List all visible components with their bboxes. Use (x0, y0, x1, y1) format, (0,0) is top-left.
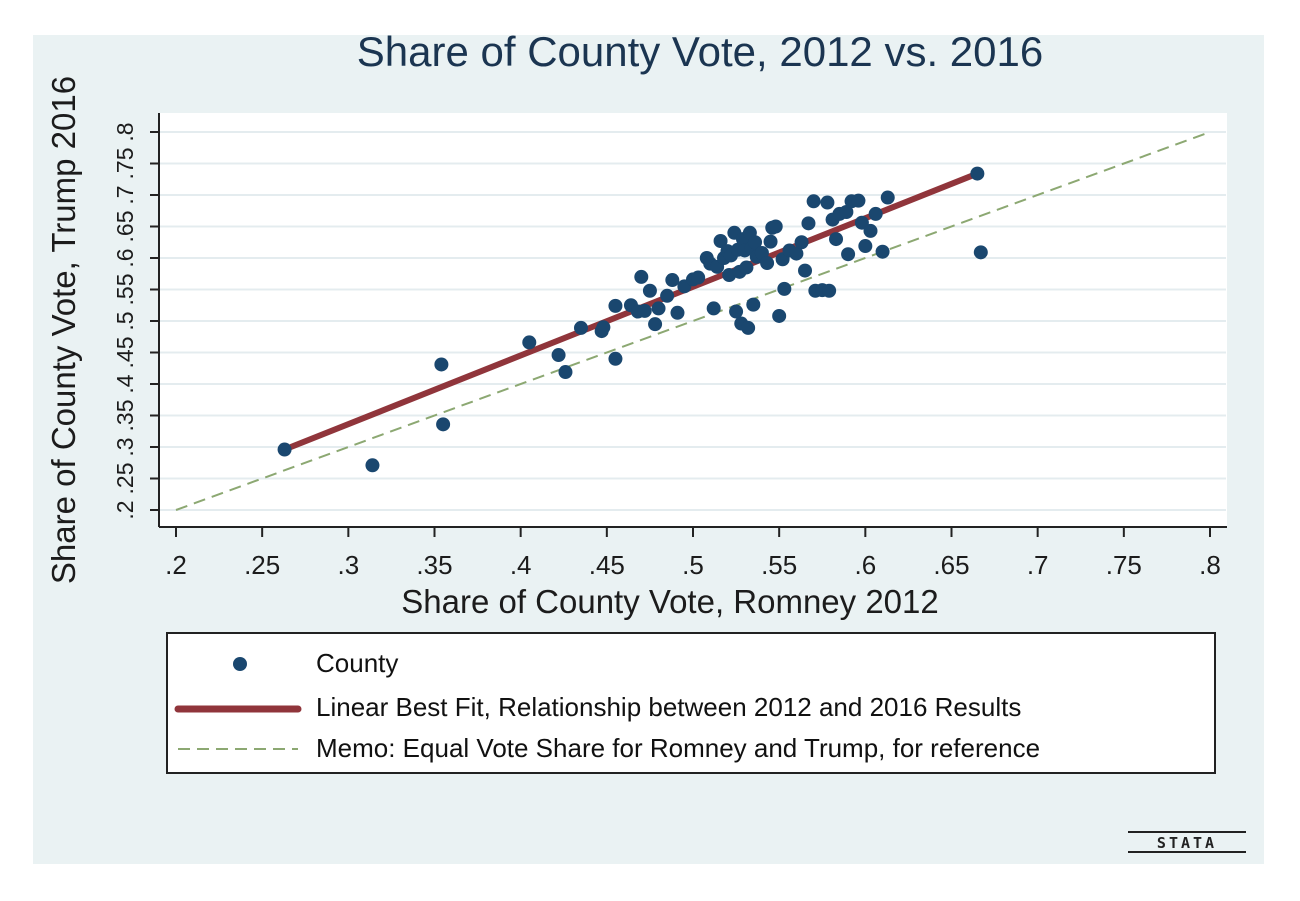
county-point (820, 195, 835, 210)
x-tick-label: .25 (244, 550, 280, 580)
county-point (772, 308, 787, 323)
county-point (839, 205, 854, 220)
county-point (822, 283, 837, 298)
equal-share-reference-line (175, 131, 1211, 511)
x-tick-label: .4 (510, 550, 532, 580)
county-point (794, 235, 809, 250)
county-point (651, 301, 666, 316)
county-point (748, 235, 763, 250)
x-tick-label: .2 (165, 550, 187, 580)
county-point (665, 273, 680, 288)
county-point (648, 317, 663, 332)
county-point (739, 260, 754, 275)
county-point (573, 320, 588, 335)
county-point (670, 305, 685, 320)
county-point (768, 219, 783, 234)
chart-title: Share of County Vote, 2012 vs. 2016 (356, 28, 1044, 75)
county-point (841, 247, 856, 262)
y-tick-label: .8 (112, 122, 138, 141)
scatter-points (277, 166, 988, 473)
county-point (660, 288, 675, 303)
county-point (789, 246, 804, 261)
reference-line-layer (175, 131, 1211, 511)
legend-label-reference: Memo: Equal Vote Share for Romney and Tr… (316, 733, 1041, 763)
county-point (558, 365, 573, 380)
county-point (596, 320, 611, 335)
county-point (691, 270, 706, 285)
county-point (851, 193, 866, 208)
county-point (875, 244, 890, 259)
county-point (637, 303, 652, 318)
y-tick-label: .25 (112, 463, 138, 495)
x-tick-label: .55 (761, 550, 797, 580)
y-tick-label: .45 (112, 337, 138, 369)
legend-key-county-marker (233, 657, 247, 671)
x-tick-label: .6 (854, 550, 876, 580)
x-tick-label: .65 (933, 550, 969, 580)
y-tick-label: .75 (112, 148, 138, 180)
y-tick-label: .4 (112, 374, 138, 393)
legend-label-fit: Linear Best Fit, Relationship between 20… (316, 692, 1022, 722)
x-tick-label: .3 (337, 550, 359, 580)
county-point (798, 263, 813, 278)
y-tick-label: .6 (112, 248, 138, 267)
county-point (763, 234, 778, 249)
county-point (608, 298, 623, 313)
county-point (801, 216, 816, 231)
county-point (608, 351, 623, 366)
x-tick-label: .35 (416, 550, 452, 580)
y-tick-label: .65 (112, 211, 138, 243)
county-point (642, 283, 657, 298)
county-point (522, 335, 537, 350)
county-point (729, 304, 744, 319)
x-tick-label: .45 (589, 550, 625, 580)
x-tick-label: .8 (1199, 550, 1221, 580)
x-axis-label: Share of County Vote, Romney 2012 (401, 583, 939, 620)
legend-keys (174, 657, 302, 750)
county-point (706, 301, 721, 316)
legend-label-county: County (316, 648, 399, 678)
county-point (880, 190, 895, 205)
county-point (868, 206, 883, 221)
y-axis-label: Share of County Vote, Trump 2016 (45, 75, 82, 585)
x-tick-label: .75 (1106, 550, 1142, 580)
county-point (746, 297, 761, 312)
county-point (434, 357, 449, 372)
x-tick-label: .5 (682, 550, 704, 580)
county-point (806, 194, 821, 209)
county-point (713, 233, 728, 248)
stata-logo-text: STATA (1157, 834, 1217, 852)
y-tick-label: .3 (112, 437, 138, 456)
county-point (760, 256, 775, 271)
y-tick-label: .35 (112, 400, 138, 432)
legend: County Linear Best Fit, Relationship bet… (166, 632, 1216, 774)
stata-logo: STATA (1128, 831, 1246, 853)
county-point (365, 458, 380, 473)
county-point (858, 239, 873, 254)
y-tick-label: .2 (112, 500, 138, 519)
county-point (970, 166, 985, 181)
county-point (277, 442, 292, 457)
county-point (973, 245, 988, 260)
county-point (863, 223, 878, 238)
county-point (829, 232, 844, 247)
county-point (551, 348, 566, 363)
x-tick-label: .7 (1027, 550, 1049, 580)
county-point (741, 320, 756, 335)
county-point (634, 269, 649, 284)
axis-ticks: .2 .25 .3 .35 .4 .45 .5 .55 .6 .65 .7 .75 .8 .2 .25 .3.… (112, 122, 1221, 580)
y-tick-label: .55 (112, 274, 138, 306)
county-point (436, 417, 451, 432)
county-point (777, 281, 792, 296)
y-tick-label: .7 (112, 185, 138, 204)
y-tick-label: .5 (112, 311, 138, 330)
